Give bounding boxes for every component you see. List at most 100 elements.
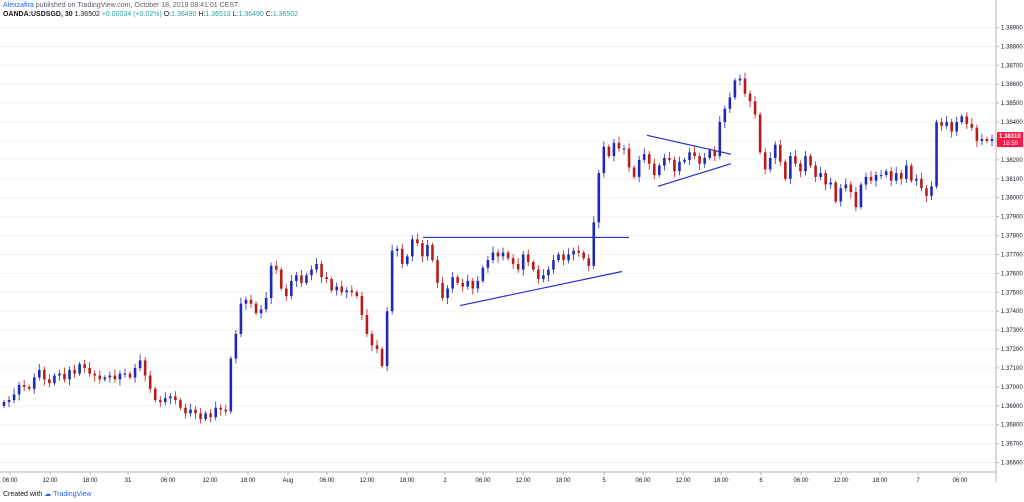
brand-text: TradingView <box>53 491 92 498</box>
candle-body <box>794 156 797 164</box>
price-axis[interactable]: 1.38900 1.38800 1.38700 1.38600 1.38500 1.384… <box>995 0 1023 482</box>
trendline-pennant-bottom <box>657 163 732 187</box>
candle-body <box>612 142 616 157</box>
price-label-countdown: 18:59 <box>1003 141 1019 147</box>
time-axis[interactable]: 06:00 12:00 18:00 31 06:00 12:00 18:00 Aug 06:00… <box>0 471 996 484</box>
candle-body <box>884 171 888 176</box>
candle-body <box>209 413 212 418</box>
price-label-value: 1.38310 <box>999 134 1021 140</box>
candle-body <box>300 275 303 283</box>
candle-body <box>985 139 989 141</box>
candle-body <box>184 407 187 414</box>
candle-body <box>325 277 328 280</box>
candle-body <box>733 80 737 98</box>
candle-body <box>854 192 858 208</box>
candle-body <box>98 375 102 380</box>
candle-body <box>627 148 631 168</box>
candle-body <box>829 182 832 185</box>
x-tick-label: 5 <box>602 478 606 484</box>
candle-body <box>859 184 863 208</box>
candle-body <box>224 409 228 412</box>
trendline-rectangle-bottom <box>459 270 623 307</box>
candle-body <box>552 260 555 270</box>
candle-body <box>542 275 545 280</box>
candle-body <box>834 182 838 202</box>
candle-body <box>491 252 495 261</box>
close-label: C: <box>265 11 273 18</box>
candle-body <box>930 186 933 196</box>
candle-body <box>632 167 636 177</box>
candle-body <box>743 78 747 94</box>
y-tick-label: 1.36700 <box>1001 442 1023 448</box>
candle-body <box>864 176 868 185</box>
published-text: published on TradingView.com, October 18… <box>35 2 239 9</box>
candle-body <box>164 398 167 403</box>
candle-body <box>456 277 459 283</box>
candle-body <box>385 311 389 367</box>
candle-body <box>910 165 913 181</box>
candle-body <box>335 286 338 291</box>
candle-body <box>143 360 147 376</box>
y-tick-label: 1.37400 <box>1001 309 1023 315</box>
symbol-name[interactable]: OANDA:USDSGD, 30 <box>3 11 73 18</box>
candle-body <box>123 373 127 375</box>
candle-body <box>955 122 959 132</box>
y-tick-label: 1.38800 <box>1001 44 1023 50</box>
candle-body <box>642 154 646 160</box>
candle-body <box>17 384 21 395</box>
candle-body <box>451 277 454 289</box>
author-link[interactable]: Alexzafira <box>3 2 34 9</box>
candle-body <box>824 173 827 185</box>
x-tick-label: 18:00 <box>399 478 415 484</box>
candle-body <box>330 279 333 291</box>
candle-body <box>320 263 323 278</box>
y-tick-label: 1.37000 <box>1001 385 1023 391</box>
candle-body <box>768 157 772 170</box>
x-tick-label: Aug <box>283 478 294 484</box>
candle-body <box>204 413 207 420</box>
candle-body <box>905 165 908 179</box>
candle-body <box>244 299 248 304</box>
candle-body <box>703 157 706 164</box>
candle-body <box>960 116 964 123</box>
y-tick-label: 1.37500 <box>1001 290 1023 296</box>
candle-body <box>889 171 893 181</box>
candle-body <box>279 269 283 289</box>
candle-body <box>295 275 298 281</box>
high-value: 1.36513 <box>205 11 231 18</box>
candle-body <box>869 176 873 181</box>
candle-body <box>521 254 525 270</box>
candle-body <box>637 159 641 177</box>
candle-body <box>647 154 651 164</box>
candle-body <box>189 409 192 414</box>
candle-body <box>405 256 409 264</box>
tradingview-logo[interactable]: ☁ TradingView <box>44 491 92 498</box>
x-tick-label: 31 <box>125 478 132 484</box>
candle-body <box>416 239 419 244</box>
candle-body <box>688 152 691 160</box>
candle-body <box>37 369 41 378</box>
candle-body <box>652 163 656 176</box>
x-tick-label: 06:00 <box>475 478 491 484</box>
candle-body <box>809 156 812 166</box>
candle-body <box>894 173 898 181</box>
candle-body <box>723 108 727 123</box>
candle-body <box>602 146 606 174</box>
y-tick-label: 1.37700 <box>1001 252 1023 258</box>
candle-body <box>68 369 71 380</box>
x-tick-label: 12:00 <box>202 478 218 484</box>
candle-body <box>103 377 107 380</box>
candle-body <box>199 413 202 420</box>
candle-body <box>476 280 480 289</box>
candle-body <box>607 146 611 157</box>
candle-body <box>128 373 132 378</box>
candle-body <box>259 309 263 314</box>
candle-body <box>673 159 676 172</box>
x-tick-label: 06:00 <box>952 478 968 484</box>
y-tick-label: 1.38400 <box>1001 120 1023 126</box>
candle-body <box>562 254 565 261</box>
candle-body <box>784 161 787 179</box>
candle-body <box>380 349 384 367</box>
candle-body <box>12 394 16 401</box>
